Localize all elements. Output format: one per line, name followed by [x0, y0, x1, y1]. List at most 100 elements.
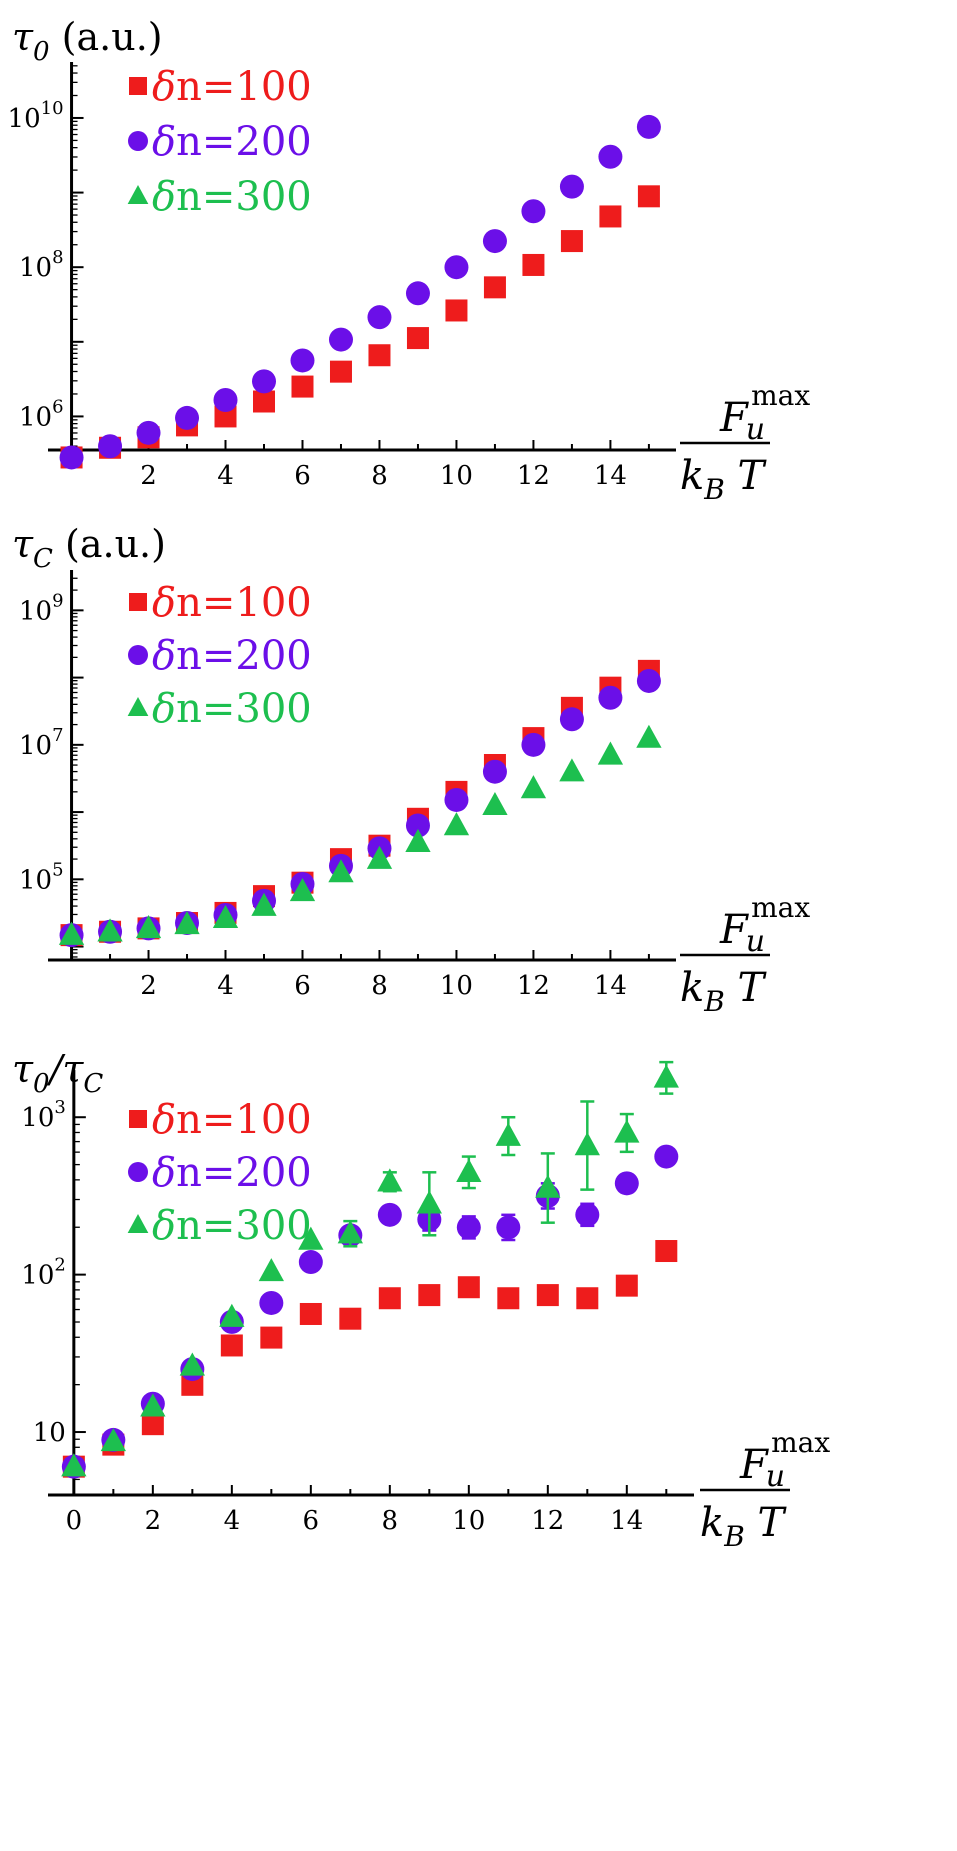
legend-label: δn=300 — [152, 686, 312, 732]
data-point — [654, 1144, 679, 1169]
data-point — [495, 1122, 521, 1146]
x-label-sub-u: u — [746, 924, 765, 959]
data-point — [615, 1274, 638, 1297]
x-label-sup-max: max — [771, 1426, 830, 1459]
y-tick-exponent: 9 — [52, 590, 63, 611]
data-point — [219, 1303, 245, 1327]
x-tick-label: 10 — [452, 1506, 485, 1536]
legend-label: δn=200 — [152, 1150, 312, 1196]
y-label-slash-tau: /τ — [46, 1047, 85, 1091]
x-tick-label: 2 — [140, 461, 157, 491]
x-label-numerator: Fumax — [719, 891, 810, 959]
y-tick-label: 103 — [21, 1097, 66, 1133]
legend-marker — [128, 1162, 148, 1182]
x-tick-label: 12 — [517, 461, 550, 491]
data-point — [482, 759, 507, 784]
x-label-sup-max: max — [751, 891, 810, 924]
data-point — [339, 1307, 362, 1330]
legend-delta: δ — [152, 580, 176, 626]
y-tick-base: 10 — [21, 1103, 54, 1133]
x-tick-label: 14 — [594, 461, 627, 491]
data-point — [405, 281, 430, 306]
y-tick-base: 10 — [8, 104, 41, 134]
data-point — [406, 327, 429, 350]
y-tick-exponent: 7 — [52, 725, 63, 746]
y-label-units: (a.u.) — [50, 15, 163, 59]
x-tick-label: 4 — [224, 1506, 241, 1536]
legend-marker — [127, 1214, 149, 1233]
data-point — [445, 299, 468, 322]
data-point — [497, 1287, 520, 1310]
data-point — [598, 685, 623, 710]
legend-label: δn=300 — [152, 174, 312, 220]
data-point — [482, 791, 508, 816]
data-point — [559, 707, 584, 732]
legend-marker — [129, 593, 147, 611]
data-point — [418, 1284, 441, 1307]
legend-marker — [128, 645, 148, 665]
x-label-T: T — [725, 453, 768, 499]
data-point — [614, 1119, 640, 1143]
legend-label: δn=200 — [152, 633, 312, 679]
legend-label: δn=200 — [152, 119, 312, 165]
y-label-subscript: C — [33, 544, 53, 574]
x-tick-label: 12 — [531, 1506, 564, 1536]
y-tick-base: 10 — [21, 1261, 54, 1291]
x-label-sub-u: u — [766, 1459, 785, 1494]
x-tick-label: 6 — [303, 1506, 320, 1536]
x-tick-label: 8 — [371, 971, 388, 1001]
data-point — [329, 360, 352, 383]
x-tick-label: 14 — [594, 971, 627, 1001]
y-axis-label: τ0 (a.u.) — [12, 15, 163, 67]
data-point — [520, 775, 547, 799]
data-point — [574, 1132, 600, 1156]
legend-delta: δ — [152, 1150, 176, 1196]
y-label-units: (a.u.) — [53, 522, 166, 566]
y-label-tau: τ — [12, 1047, 34, 1091]
x-label-k: k — [680, 965, 704, 1011]
y-tick-label: 102 — [21, 1255, 66, 1291]
data-point — [598, 144, 623, 169]
y-tick-base: 10 — [19, 402, 52, 432]
data-point — [636, 668, 661, 693]
x-tick-label: 8 — [371, 461, 388, 491]
x-label-F: F — [719, 395, 749, 441]
y-tick-exponent: 6 — [52, 396, 63, 417]
x-label-F: F — [719, 907, 749, 953]
legend-delta: δ — [152, 64, 176, 110]
y-label-subscript-2: C — [83, 1069, 103, 1099]
x-label-denominator: kB T — [680, 965, 768, 1018]
data-point — [535, 1174, 561, 1198]
y-tick-exponent: 8 — [52, 247, 63, 268]
data-point — [174, 910, 200, 935]
data-point — [100, 1428, 126, 1452]
y-tick-exponent: 2 — [54, 1255, 65, 1276]
data-point — [378, 1287, 401, 1310]
data-point — [98, 434, 123, 459]
legend: δn=100 δn=200 δn=300 — [127, 580, 312, 732]
legend-value: n=100 — [176, 580, 312, 626]
data-point — [444, 787, 469, 812]
data-point — [416, 1190, 442, 1214]
data-point — [214, 405, 237, 428]
legend-value: n=200 — [176, 119, 312, 165]
data-point — [637, 185, 660, 208]
data-point — [576, 1287, 599, 1310]
x-tick-label: 0 — [66, 1506, 83, 1536]
series-circle — [59, 114, 661, 470]
data-point — [298, 1250, 323, 1275]
legend-value: n=200 — [176, 633, 312, 679]
legend-marker — [129, 1110, 147, 1128]
y-label-subscript: 0 — [33, 1069, 50, 1099]
y-tick-label: 105 — [19, 859, 64, 895]
data-point — [456, 1215, 481, 1240]
y-label-subscript: 0 — [33, 37, 50, 67]
data-point — [636, 114, 661, 139]
data-point — [444, 255, 469, 280]
x-label-T: T — [745, 1500, 788, 1546]
